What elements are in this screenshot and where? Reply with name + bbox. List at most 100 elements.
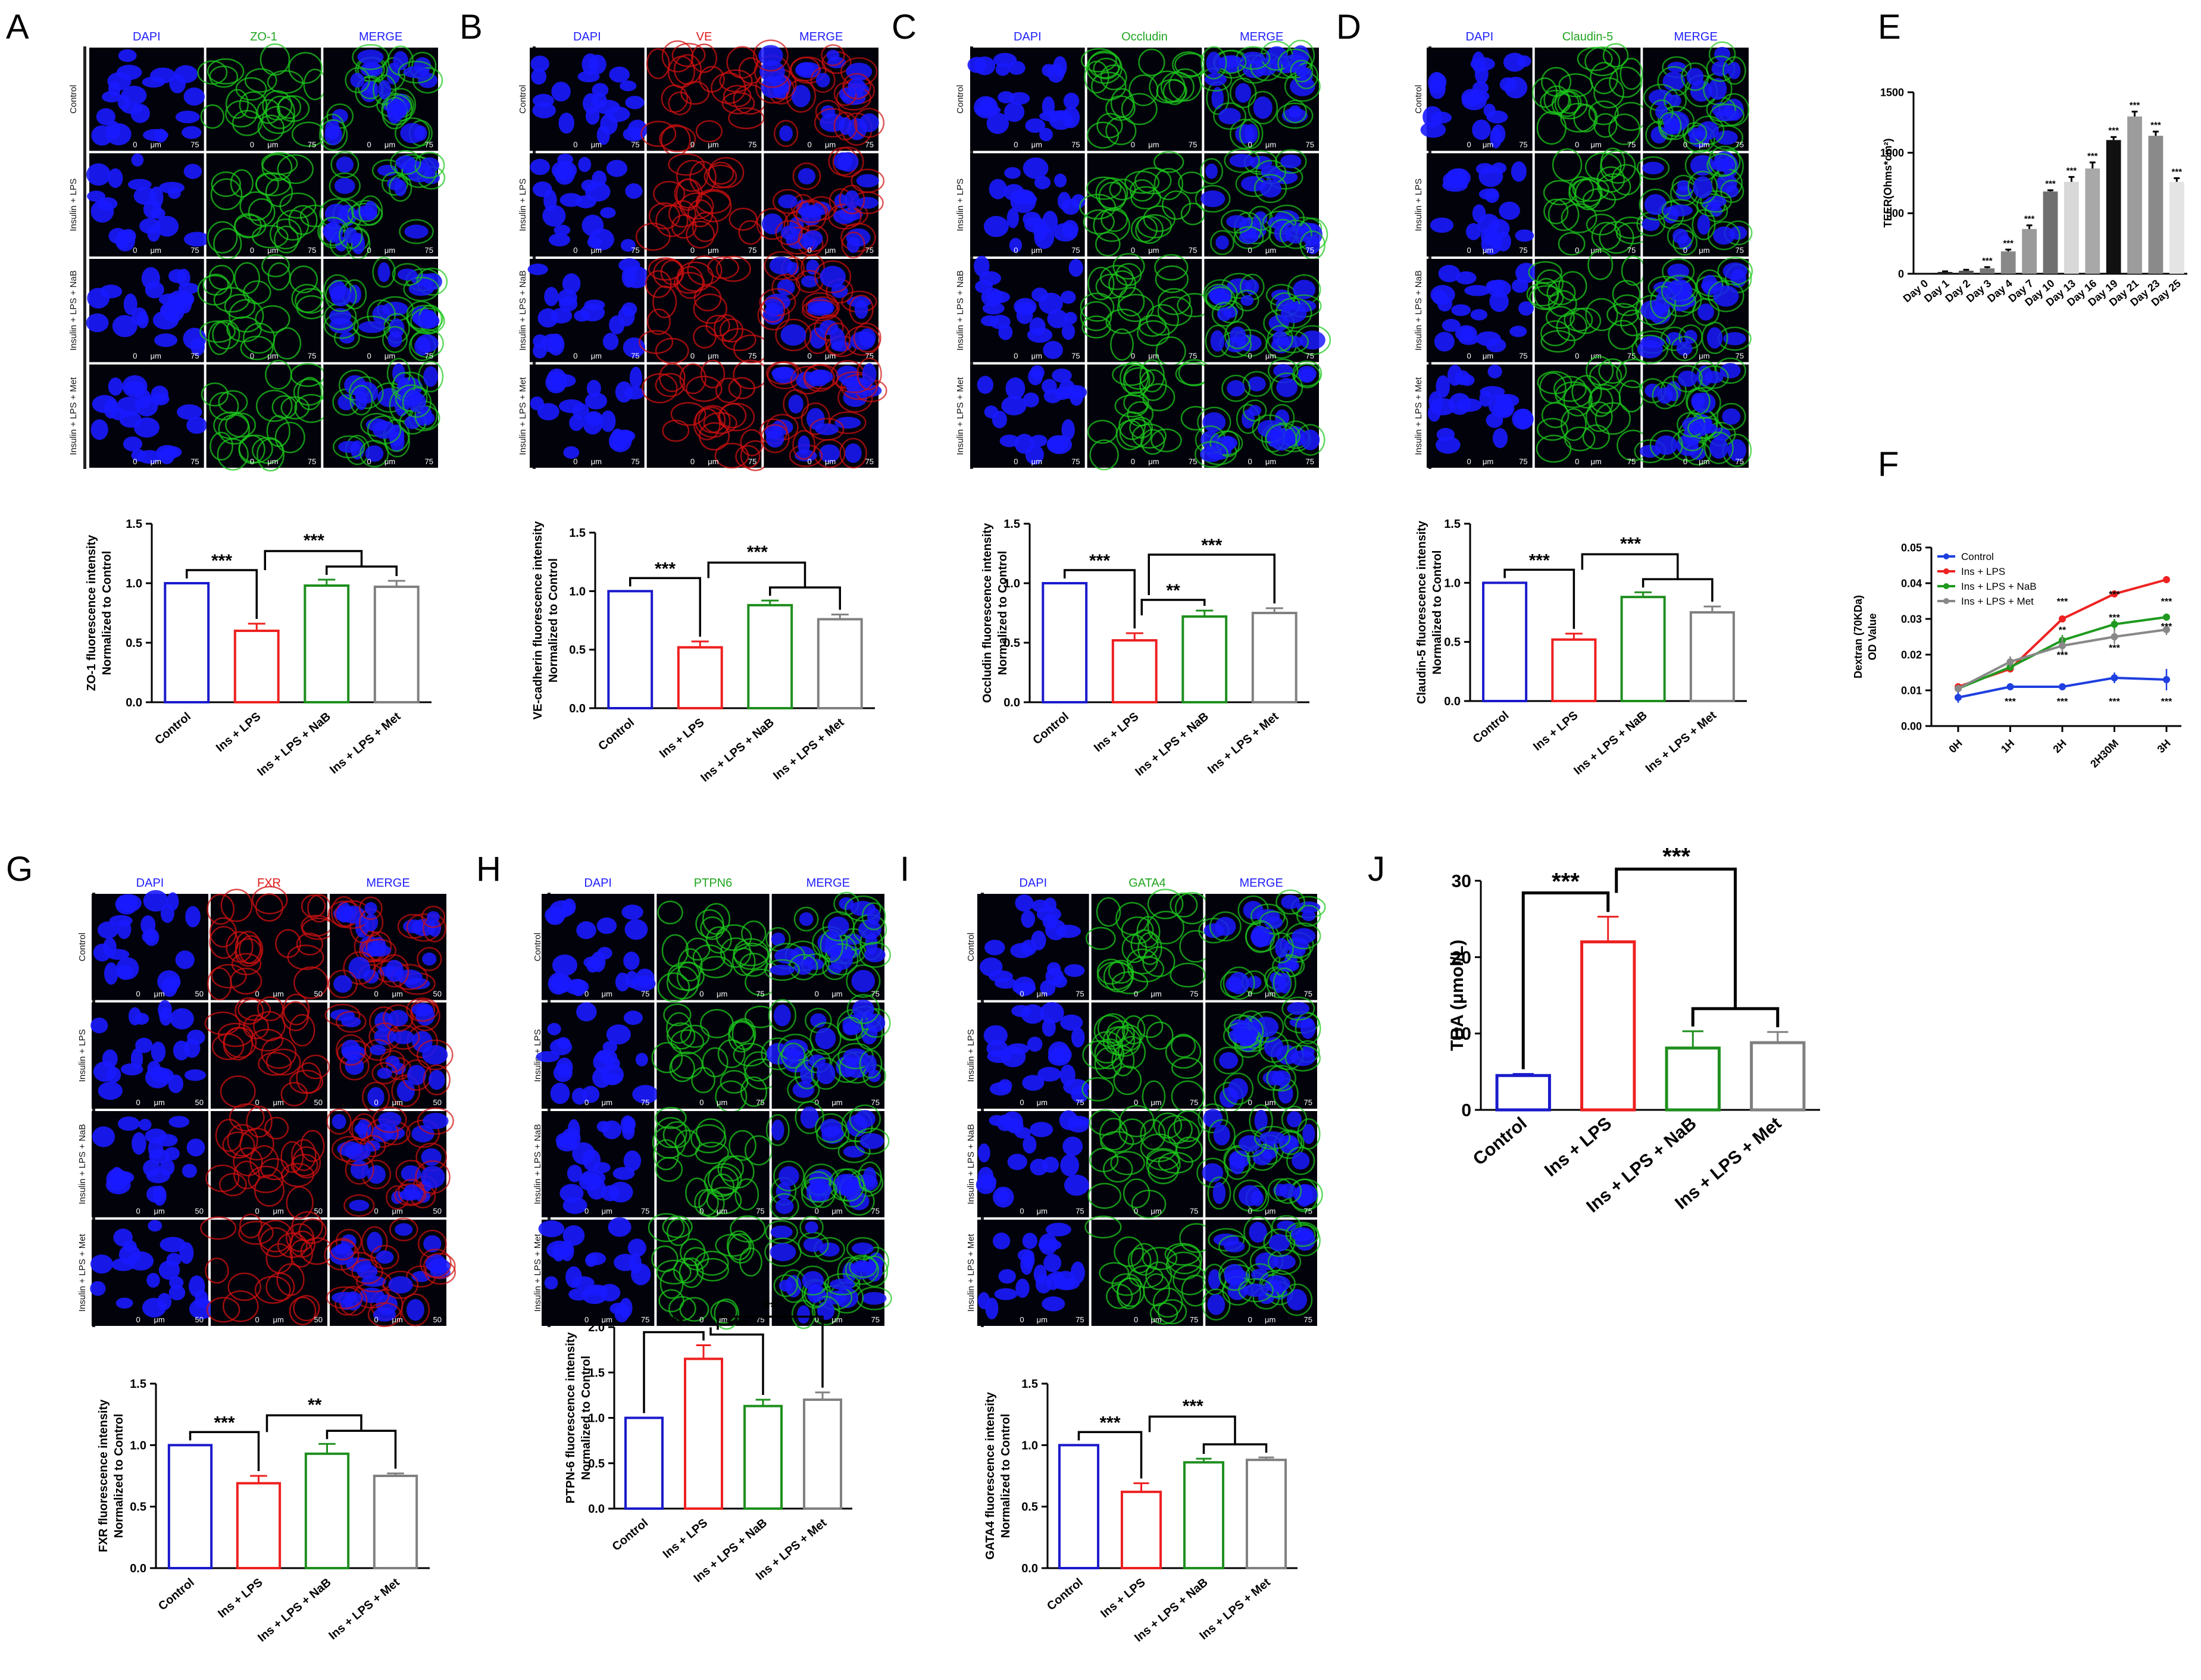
- scale-bar-end: 75: [756, 1207, 764, 1216]
- membrane-signal: [233, 1160, 260, 1190]
- significance-bracket: [1148, 1415, 1236, 1444]
- nucleus: [854, 1110, 876, 1128]
- scale-bar-start: 0: [136, 990, 140, 999]
- membrane-signal: [1158, 1152, 1193, 1174]
- nucleus: [827, 916, 849, 936]
- membrane-signal: [1115, 1024, 1142, 1052]
- membrane-signal: [809, 1022, 842, 1055]
- scale-bar-unit: μm: [154, 1315, 165, 1324]
- significance-label: ***: [2172, 167, 2183, 177]
- membrane-signal: [715, 255, 751, 282]
- nucleus: [168, 269, 186, 283]
- nucleus: [1277, 1220, 1296, 1231]
- y-tick-label: 500: [1886, 208, 1904, 220]
- membrane-signal: [207, 221, 238, 254]
- nucleus: [998, 1269, 1016, 1284]
- scale-bar-end: 75: [1189, 457, 1197, 466]
- nucleus: [1265, 1275, 1290, 1293]
- nucleus: [142, 1297, 166, 1318]
- membrane-signal: [710, 1300, 737, 1324]
- membrane-signal: [345, 67, 370, 93]
- membrane-signal: [715, 377, 742, 403]
- membrane-signal: [265, 1049, 301, 1076]
- micrograph-tile: 0 μm 75: [1205, 996, 1321, 1113]
- nucleus: [798, 168, 816, 184]
- membrane-signal: [1223, 966, 1255, 1000]
- bar: [1042, 582, 1088, 703]
- scale-bar-end: 75: [308, 352, 316, 361]
- nucleus: [1245, 124, 1258, 144]
- membrane-signal: [1085, 927, 1116, 950]
- nucleus: [546, 909, 565, 925]
- y-tick-label: 1.0: [1021, 1439, 1038, 1452]
- nucleus: [1064, 964, 1085, 977]
- nucleus: [1219, 1052, 1239, 1069]
- nucleus: [852, 999, 874, 1019]
- nucleus: [866, 1013, 886, 1033]
- membrane-signal: [849, 1104, 881, 1134]
- membrane-signal: [1110, 1151, 1145, 1175]
- nucleus: [1206, 51, 1222, 74]
- membrane-signal: [648, 202, 680, 230]
- nucleus: [1023, 157, 1049, 179]
- membrane-signal: [391, 1074, 421, 1108]
- y-tick-label: 2.0: [588, 1321, 605, 1334]
- micrograph-tile: 0 μm 75: [89, 364, 207, 468]
- membrane-signal: [841, 231, 865, 259]
- scale-bar-start: 0: [374, 1315, 378, 1324]
- bar: [803, 1399, 842, 1510]
- x-tick-label: 1H: [1999, 737, 2016, 755]
- nucleus: [851, 969, 876, 993]
- nucleus: [373, 1307, 396, 1322]
- membrane-signal: [1086, 52, 1123, 85]
- scale-bar-unit: μm: [825, 246, 836, 255]
- membrane-signal: [423, 1253, 456, 1279]
- membrane-signal: [856, 357, 882, 390]
- nucleus: [160, 904, 174, 923]
- y-tick-label: 0.0: [1021, 1562, 1038, 1575]
- nucleus: [1517, 55, 1531, 67]
- nucleus: [1475, 163, 1494, 175]
- membrane-signal: [1086, 176, 1122, 200]
- micrograph-tile: 0 μm 75: [1531, 43, 1648, 151]
- membrane-signal: [700, 916, 725, 940]
- membrane-signal: [1547, 198, 1580, 231]
- scale-bar-start: 0: [136, 1098, 140, 1107]
- membrane-signal: [1661, 199, 1699, 222]
- nucleus: [989, 1115, 1005, 1126]
- bar: [684, 1357, 723, 1510]
- membrane-signal: [1295, 62, 1318, 89]
- scale-bar-unit: μm: [1699, 246, 1709, 255]
- membrane-signal: [658, 1289, 684, 1313]
- scale-bar-start: 0: [584, 1207, 589, 1216]
- nucleus: [596, 917, 617, 934]
- membrane-signal: [792, 430, 816, 460]
- nucleus: [564, 979, 589, 995]
- membrane-signal: [416, 267, 448, 296]
- scale-bar-start: 0: [367, 352, 371, 361]
- data-point: [2111, 621, 2118, 628]
- y-axis-label: FXR fluorescence intensity: [97, 1399, 110, 1553]
- scale-bar-start: 0: [573, 457, 577, 466]
- channel-header: Claudin-5: [1562, 30, 1614, 43]
- membrane-signal: [290, 1139, 317, 1171]
- membrane-signal: [197, 60, 228, 85]
- nucleus: [102, 1049, 118, 1068]
- scale-bar-end: 75: [1306, 457, 1314, 466]
- membrane-signal: [202, 273, 229, 296]
- y-axis-label: Claudin-5 fluorescence intensity: [1415, 520, 1428, 704]
- membrane-signal: [1121, 916, 1154, 944]
- membrane-signal: [224, 293, 256, 319]
- scale-bar-unit: μm: [267, 246, 278, 255]
- membrane-signal: [721, 328, 756, 352]
- scale-bar-unit: μm: [1483, 457, 1493, 466]
- micrograph-tile: 0 μm 75: [1636, 145, 1753, 256]
- nucleus: [143, 928, 160, 946]
- scale-bar-start: 0: [374, 990, 378, 999]
- nucleus: [1293, 1184, 1318, 1206]
- tile-background: [211, 1219, 327, 1326]
- micrograph-tile: 0 μm 75: [656, 894, 778, 1003]
- membrane-signal: [1658, 111, 1682, 140]
- nucleus: [864, 1055, 877, 1074]
- micrograph-tile: 0 μm 75: [1194, 358, 1325, 468]
